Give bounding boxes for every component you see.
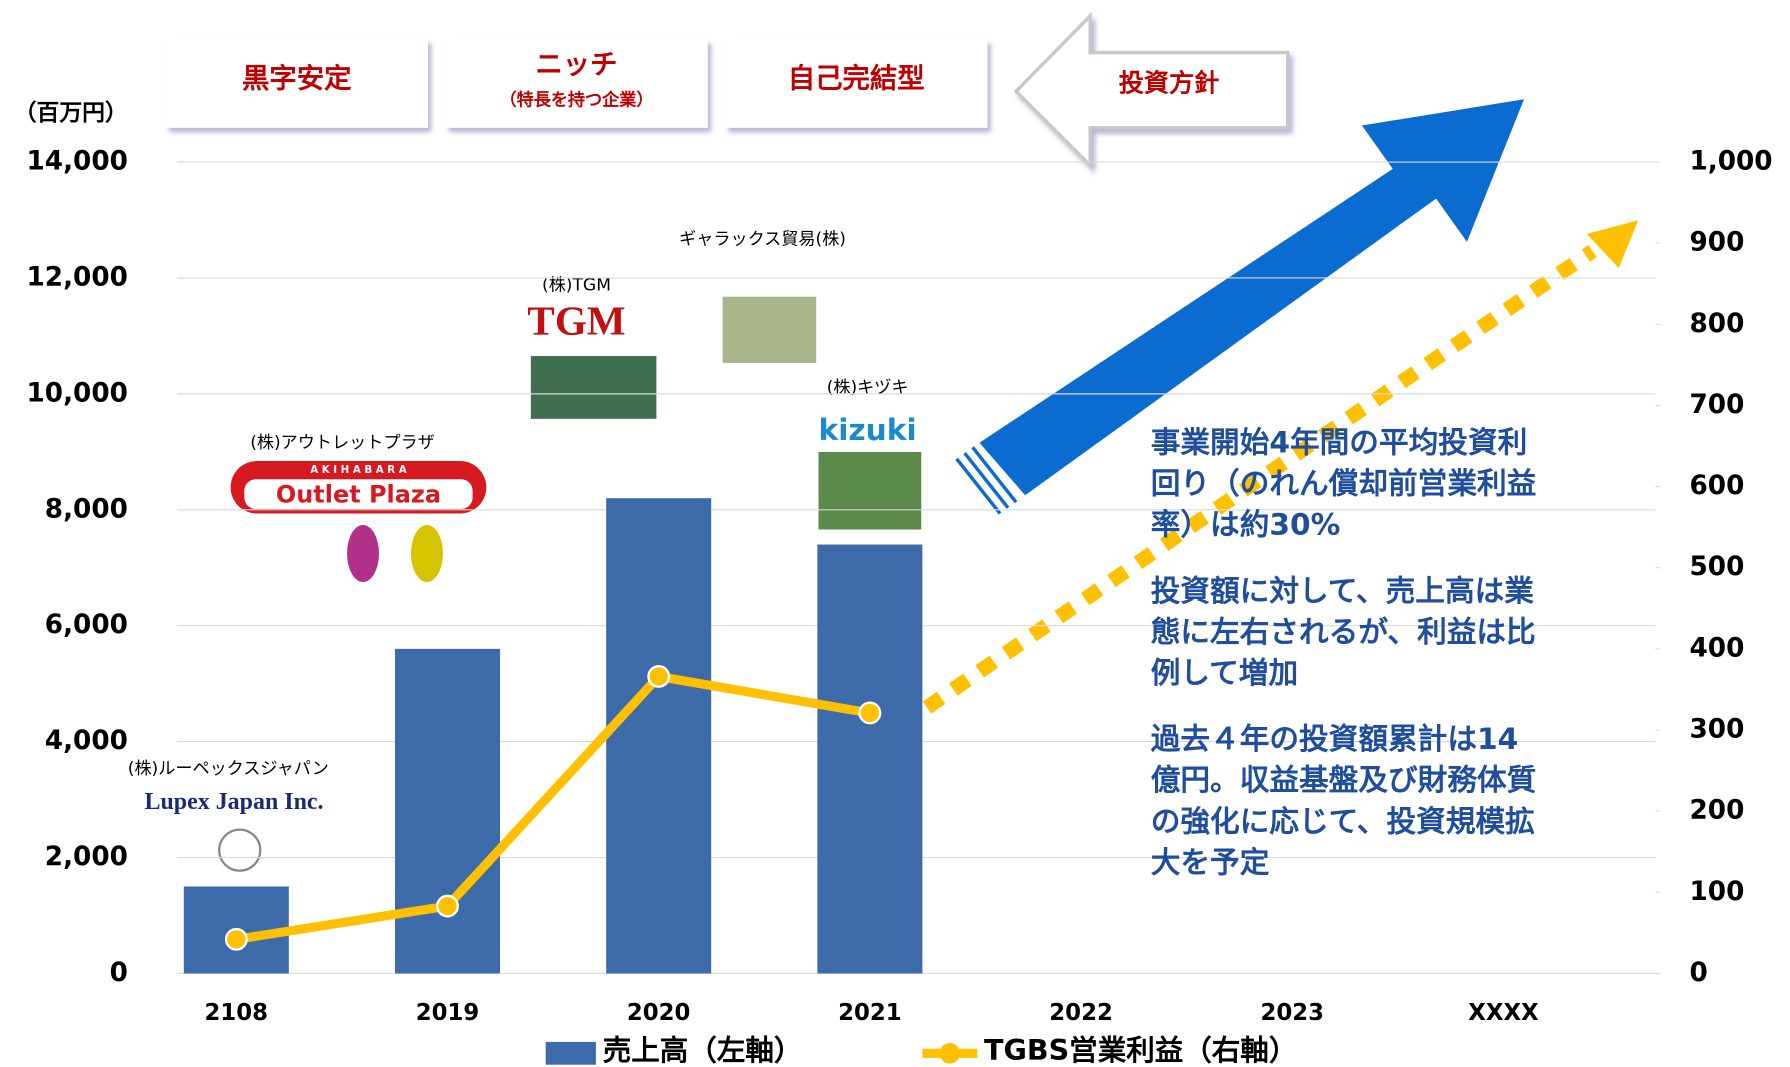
side-text: 事業開始4年間の平均投資利 <box>1151 424 1528 459</box>
y-tick-label: 10,000 <box>27 378 128 408</box>
arrow-stripe <box>963 451 1010 509</box>
policy-box <box>165 38 429 128</box>
arrow-stripe <box>971 446 1018 504</box>
logo-image <box>722 296 817 363</box>
policy-subtitle: （特長を持つ企業） <box>499 89 653 110</box>
line-point <box>858 701 882 725</box>
company-name: (株)TGM <box>542 275 611 295</box>
company-logo: TGM <box>527 298 625 344</box>
legend-swatch <box>939 1043 961 1064</box>
y-tick-label: 2,000 <box>45 842 128 872</box>
policy-arrow <box>1013 11 1290 170</box>
projection-line <box>922 244 1597 714</box>
x-tick-label: 2108 <box>205 1000 269 1026</box>
bar <box>606 498 712 974</box>
side-text: 態に左右されるが、利益は比 <box>1151 614 1536 649</box>
side-text: 大を予定 <box>1151 844 1270 879</box>
legend-swatch <box>545 1041 596 1065</box>
legend-label: 売上高（左軸） <box>603 1034 803 1067</box>
y2-tick-label: 100 <box>1690 877 1745 907</box>
y2-tick-label: 500 <box>1690 552 1745 582</box>
logo-image <box>530 356 657 419</box>
x-tick-label: XXXX <box>1468 1000 1539 1026</box>
unit-label: （百万円） <box>14 100 128 127</box>
x-tick-label: 2021 <box>838 1000 902 1026</box>
side-text: 回り（のれん償却前営業利益 <box>1151 466 1537 501</box>
company-logo: Outlet Plaza <box>276 480 441 508</box>
y-tick-label: 12,000 <box>27 262 128 292</box>
logo-image <box>218 828 262 872</box>
y-tick-label: 0 <box>110 958 128 988</box>
arrow-stripe <box>955 457 1002 515</box>
side-text: 過去４年の投資額累計は14 <box>1151 721 1519 756</box>
y-tick-label: 6,000 <box>45 610 128 640</box>
y2-tick-label: 1,000 <box>1690 147 1773 177</box>
company-logo: kizuki <box>819 412 917 447</box>
y2-tick-label: 800 <box>1690 309 1745 339</box>
logo-image <box>244 479 473 509</box>
side-text: 投資額に対して、売上高は業 <box>1151 573 1535 608</box>
line-point <box>436 894 459 918</box>
x-tick-label: 2019 <box>416 1000 480 1026</box>
projection-head <box>1586 220 1639 269</box>
policy-box <box>724 38 988 128</box>
y-tick-label: 4,000 <box>45 726 128 756</box>
company-logo: Lupex Japan Inc. <box>144 789 323 815</box>
policy-box <box>445 38 708 128</box>
y-tick-label: 8,000 <box>45 494 128 524</box>
company-logo: A K I H A B A R A <box>310 464 407 476</box>
x-tick-label: 2023 <box>1261 1000 1325 1026</box>
company-name: (株)アウトレットプラザ <box>250 433 434 453</box>
y-tick-label: 14,000 <box>27 147 128 177</box>
y2-tick-label: 0 <box>1690 958 1708 988</box>
y2-tick-label: 200 <box>1690 796 1745 826</box>
company-name: (株)キヅキ <box>827 378 909 398</box>
side-text: 率）は約30% <box>1151 507 1341 542</box>
logo-image <box>347 524 380 582</box>
x-tick-label: 2022 <box>1049 1000 1113 1026</box>
policy-title: ニッチ <box>535 50 617 81</box>
policy-title: 黒字安定 <box>242 62 352 94</box>
company-name: (株)ルーペックスジャパン <box>128 759 329 779</box>
policy-title: 自己完結型 <box>788 62 925 94</box>
policy-arrow-label: 投資方針 <box>1119 68 1219 97</box>
logo-image <box>410 524 443 582</box>
logo-image <box>818 451 922 530</box>
side-text: の強化に応じて、投資規模拡 <box>1151 803 1535 838</box>
legend-label: TGBS営業利益（右軸） <box>984 1034 1297 1067</box>
side-text: 億円。収益基盤及び財務体質 <box>1151 762 1537 797</box>
growth-arrow <box>979 99 1525 496</box>
y2-tick-label: 700 <box>1690 390 1745 420</box>
side-text: 例して増加 <box>1151 655 1298 690</box>
line-point <box>224 927 248 951</box>
bar <box>817 544 923 974</box>
y2-tick-label: 900 <box>1690 228 1745 258</box>
y2-tick-label: 400 <box>1690 633 1745 663</box>
y2-tick-label: 300 <box>1690 715 1745 745</box>
line-point <box>647 665 671 688</box>
line <box>235 671 871 944</box>
x-tick-label: 2020 <box>627 1000 691 1026</box>
company-name: ギャラックス貿易(株) <box>679 230 846 250</box>
bar <box>394 648 501 974</box>
y2-tick-label: 600 <box>1690 471 1745 501</box>
